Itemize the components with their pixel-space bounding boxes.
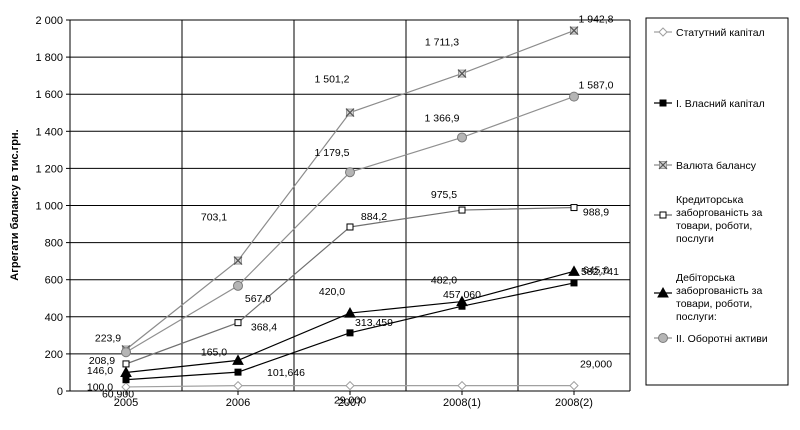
legend-label: ІІ. Оборотні активи: [676, 333, 768, 345]
series-6-data-label: 1 366,9: [424, 112, 459, 124]
series-4-data-label: 884,2: [361, 211, 387, 223]
series-4-data-label: 975,5: [431, 189, 457, 201]
series-4-point: [570, 204, 578, 212]
y-tick-label: 1 800: [35, 52, 63, 64]
series-1-point: [569, 380, 579, 391]
series-3-data-label: 703,1: [201, 212, 227, 224]
series-3-data-label: 1 711,3: [425, 37, 459, 49]
series-3-data-label: 1 501,2: [314, 74, 349, 86]
legend-label: Валюта балансу: [676, 160, 757, 172]
series-2-point: [122, 376, 130, 384]
series-2-data-label: 101,646: [267, 367, 305, 379]
legend-swatch-marker: [657, 286, 669, 298]
series-5-point: [344, 307, 356, 318]
legend-swatch-marker: [659, 99, 667, 107]
series-1-point: [345, 380, 355, 391]
series-3-line: [125, 30, 575, 350]
data-labels: 29,00029,00060,900101,646313,459457,0605…: [87, 14, 619, 407]
series-6-data-label: 1 179,5: [314, 147, 349, 159]
series-3-data-label: 223,9: [95, 332, 121, 344]
legend-swatch-marker: [659, 211, 667, 219]
series-4-point: [346, 223, 354, 231]
x-tick-label: 2006: [226, 397, 250, 409]
series-6-point: [457, 132, 467, 143]
series-6-point: [233, 280, 243, 291]
series-6-data-label: 567,0: [245, 293, 271, 305]
legend-label: Кредиторська заборгованість за товари, роб…: [676, 194, 762, 245]
legend-label: І. Власний капітал: [676, 98, 765, 110]
legend-box: [645, 17, 789, 386]
series-5-point: [456, 295, 468, 307]
series-2-point: [570, 279, 578, 287]
series-1-point: [457, 380, 467, 391]
series-3-point: [569, 26, 579, 36]
x-tick-label: 2008(2): [555, 397, 593, 409]
y-tick-label: 0: [57, 386, 63, 398]
series-4-data-label: 988,9: [583, 207, 609, 219]
series-6-data-label: 1 587,0: [578, 80, 613, 92]
series-4-point: [458, 206, 466, 214]
x-tick-label: 2007: [338, 397, 362, 409]
series-2-data-label: 313,459: [355, 317, 393, 329]
series-1-data-label: 29,000: [334, 395, 366, 407]
series-2-data-label: 457,060: [443, 289, 481, 301]
y-tick-label: 400: [45, 312, 63, 324]
legend-item-6: ІІ. Оборотні активи: [654, 333, 768, 345]
series-5-data-label: 165,0: [201, 346, 227, 358]
series-5-point: [568, 265, 580, 276]
legend-item-4: Кредиторська заборгованість за товари, роб…: [654, 194, 762, 245]
series-5-data-label: 645,0: [583, 264, 609, 276]
y-tick-label: 2 000: [35, 15, 63, 27]
series-3-point: [233, 256, 243, 265]
legend-label: Статутний капітал: [676, 27, 765, 39]
series-3-point: [457, 69, 467, 78]
series-3-point: [345, 108, 355, 117]
series-5-data-label: 100,0: [87, 381, 113, 393]
series-6-point: [121, 347, 131, 358]
series-5-data-label: 420,0: [319, 286, 345, 298]
series-5-point: [120, 366, 132, 377]
series-6-point: [345, 167, 355, 178]
y-axis-title: Агрегати балансу в тис.грн.: [9, 129, 21, 280]
legend-item-5: Дебіторська заборгованість за товари, робо…: [654, 272, 762, 323]
series-2-point: [234, 368, 242, 376]
series-4-data-label: 146,0: [87, 365, 113, 377]
legend: Статутний капітал І. Власний капітал Валют…: [645, 17, 789, 386]
series-4-point: [234, 319, 242, 327]
series-2-point: [346, 329, 354, 337]
y-tick-label: 1 600: [35, 89, 63, 101]
series-3-data-label: 1 942,8: [578, 14, 613, 26]
series-4-point: [122, 360, 130, 368]
legend-swatch-marker: [658, 27, 668, 37]
legend-label: Дебіторська заборгованість за товари, робо…: [676, 272, 762, 323]
x-tick-label: 2008(1): [443, 397, 481, 409]
legend-item-2: І. Власний капітал: [654, 98, 765, 110]
series-6-data-label: 208,9: [89, 355, 115, 367]
series-2-data-label: 582,741: [581, 266, 619, 278]
y-tick-label: 1 400: [35, 126, 63, 138]
series-4-line: [125, 206, 575, 365]
series-5-line: [125, 270, 575, 374]
x-tick-label: 2005: [114, 397, 138, 409]
y-tick-label: 600: [45, 275, 63, 287]
axes: 0 200 400 600 800 1 000 1 200 1 400 1 600 1 800 2 …: [35, 15, 630, 409]
series-1-point: [233, 380, 243, 391]
y-tick-label: 200: [45, 349, 63, 361]
series-5-data-label: 482,0: [431, 275, 457, 287]
y-tick-label: 1 200: [35, 163, 63, 175]
legend-swatch-marker: [658, 333, 668, 343]
series-1-data-label: 29,000: [580, 359, 612, 371]
series-lines: [120, 26, 580, 392]
legend-swatch-marker: [658, 160, 668, 170]
legend-item-1: Статутний капітал: [654, 27, 765, 39]
y-tick-label: 1 000: [35, 201, 63, 213]
series-5-point: [232, 354, 244, 365]
y-tick-label: 800: [45, 238, 63, 250]
series-4-data-label: 368,4: [251, 322, 277, 334]
legend-item-3: Валюта балансу: [654, 160, 757, 172]
series-6-point: [569, 91, 579, 102]
